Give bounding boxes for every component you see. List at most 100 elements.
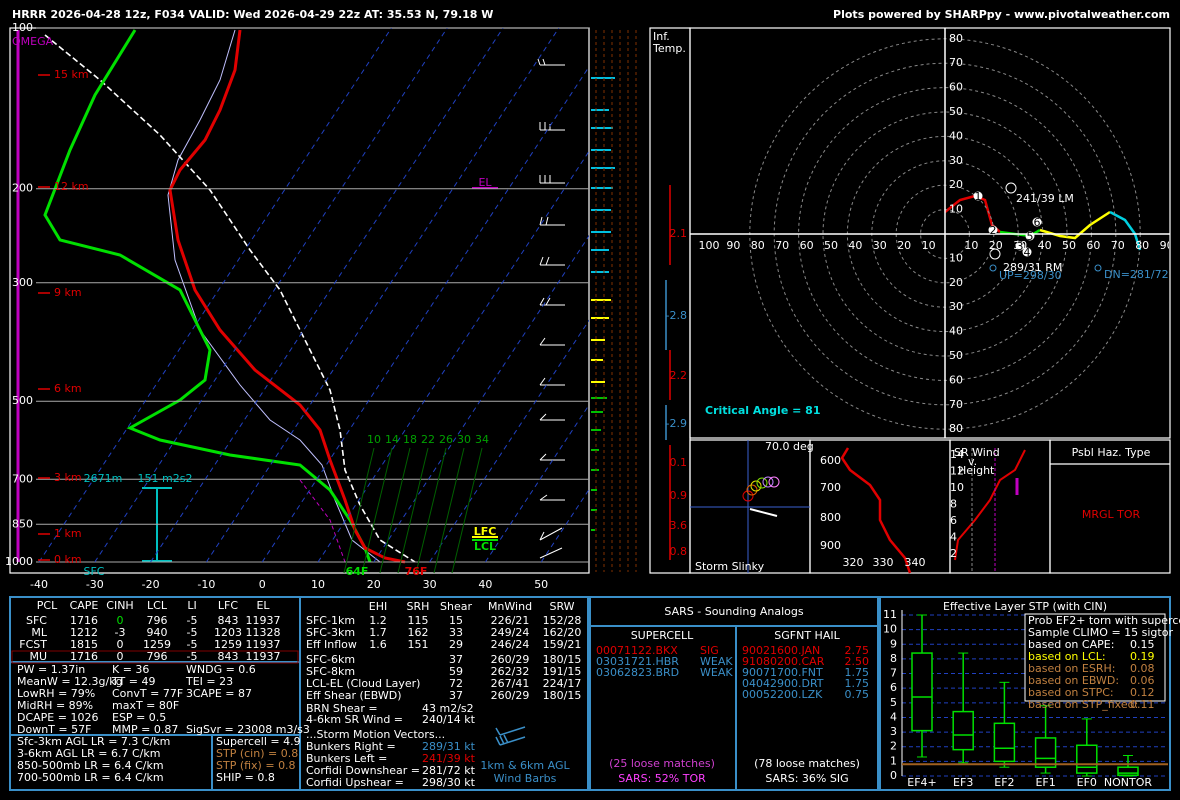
kin-row-label: SFC-1km [306,614,355,627]
sfc-temp: 76F [405,565,428,578]
kin-row-label: Eff Inflow [306,638,357,651]
pressure-label: 300 [12,276,33,289]
legend-value: 0.19 [1130,650,1155,663]
legend-title: Prob EF2+ torn with supercell [1028,614,1180,627]
up-label: UP=298/30 [999,269,1062,282]
kin-header: MnWind [488,600,532,613]
y-tick-label: 0 [890,769,897,782]
thermo-cell: 11328 [246,626,281,639]
hodo-ring-label: 50 [949,349,963,362]
y-tick-label: 10 [883,623,897,636]
hodo-ring-label: 40 [949,129,963,142]
sars-size: 2.75 [845,644,870,657]
lapse-rate: 700-500mb LR = 6.4 C/km [17,771,164,784]
motion-value: 298/30 kt [422,776,476,789]
thermo-cell: SFC [26,614,47,627]
legend-item: based on STP_fixed: [1028,698,1138,711]
legend-item: based on CAPE: [1028,638,1114,651]
x-tick-label: EF1 [1035,776,1055,789]
lfc-label: LFC [474,525,497,538]
legend-box [1024,613,1166,702]
height-label: 1 km [54,527,82,540]
srwind-height: 8 [950,498,957,511]
rm-label: 289/31 RM [1003,261,1062,274]
height-label: 6 km [54,382,82,395]
thermo-header: CAPE [70,599,99,612]
composite: SHIP = 0.8 [216,771,275,784]
kin-cell: 224/17 [543,677,582,690]
temp-label: -20 [142,578,160,591]
motion-title: ...Storm Motion Vectors... [306,728,445,741]
mixing-ratio-label: 18 [403,433,417,446]
sars-match: 00071122.BKX [596,644,678,657]
index: MeanW = 12.3g/kg [17,675,123,688]
x-tick-label: EF2 [994,776,1014,789]
y-tick-label: 4 [890,710,897,723]
kin-row-label: SFC-8km [306,665,355,678]
pressure-label: 200 [12,182,33,195]
sars-size: 1.75 [845,666,870,679]
mixing-ratio-label: 34 [475,433,489,446]
hodo-marker [988,225,998,235]
hodo-marker-label: 3 [1017,240,1024,253]
index: ESP = 0.5 [112,711,166,724]
kin-param-value: 240/14 kt [422,713,476,726]
thermo-header: LCL [147,599,168,612]
box [1117,766,1139,777]
index: DownT = 57F [17,723,91,736]
legend-value: 0.12 [1130,686,1155,699]
kin-cell: 262/32 [491,665,530,678]
kin-cell: 72 [449,677,463,690]
theta-pressure: 900 [820,539,841,552]
kin-cell: 115 [408,614,429,627]
hodo-axis-label-group: 70 70 [775,239,1125,252]
inf-temp-value: 2.1 [670,227,688,240]
inf-temp-value: -2.8 [666,309,687,322]
kin-header: SRH [407,600,430,613]
lapse-rate: 3-6km AGL LR = 6.7 C/km [17,747,160,760]
temp-label: 10 [311,578,325,591]
thermo-header: CINH [106,599,133,612]
stp-title: Effective Layer STP (with CIN) [943,600,1107,613]
thermo-cell: 843 [218,614,239,627]
kin-cell: 249/24 [491,626,530,639]
lapse-rate: 850-500mb LR = 6.4 C/km [17,759,164,772]
hodo-axis-label: 20 [897,239,911,252]
motion-value: 281/72 kt [422,764,476,777]
y-tick-label: 9 [890,637,897,650]
index: LowRH = 79% [17,687,95,700]
motion-label: Corfidi Upshear = [306,776,404,789]
composite: Supercell = 4.9 [216,735,301,748]
temp-label: -10 [197,578,215,591]
hodo-axis-label-group: 40 40 [848,239,1051,252]
srwind-height: 2 [950,547,957,560]
thermo-cell: -5 [187,614,198,627]
hodo-ring-label: 70 [949,398,963,411]
index: K = 36 [112,663,149,676]
hodo-axis-label-group: 60 60 [800,239,1101,252]
kin-cell: 33 [449,626,463,639]
box [1076,744,1098,774]
hodo-marker [1025,231,1035,241]
mixing-ratio-label: 22 [421,433,435,446]
thermo-cell: 1212 [70,626,98,639]
kin-cell: 15 [449,614,463,627]
el-label: EL [478,176,492,189]
temp-label: 30 [423,578,437,591]
kin-row-label: Eff Shear (EBWD) [306,689,402,702]
srwind-height: 10 [950,481,964,494]
hodo-axis-label: 70 [1111,239,1125,252]
kin-cell: 246/24 [491,638,530,651]
thermo-header: EL [256,599,270,612]
hodo-marker-label: 1 [975,190,982,203]
theta-pressure: 600 [820,454,841,467]
header-right: Plots powered by SHARPpy - www.pivotalwe… [833,8,1170,21]
hodo-axis-label: 40 [848,239,862,252]
hodo-marker [1015,241,1025,251]
motion-label: Bunkers Right = [306,740,396,753]
kin-cell: 260/29 [491,689,530,702]
motion-value: 289/31 kt [422,740,476,753]
kin-row-label: SFC-6km [306,653,355,666]
inf-temp-value: 3.6 [670,519,688,532]
mixing-ratio-line [361,447,393,574]
